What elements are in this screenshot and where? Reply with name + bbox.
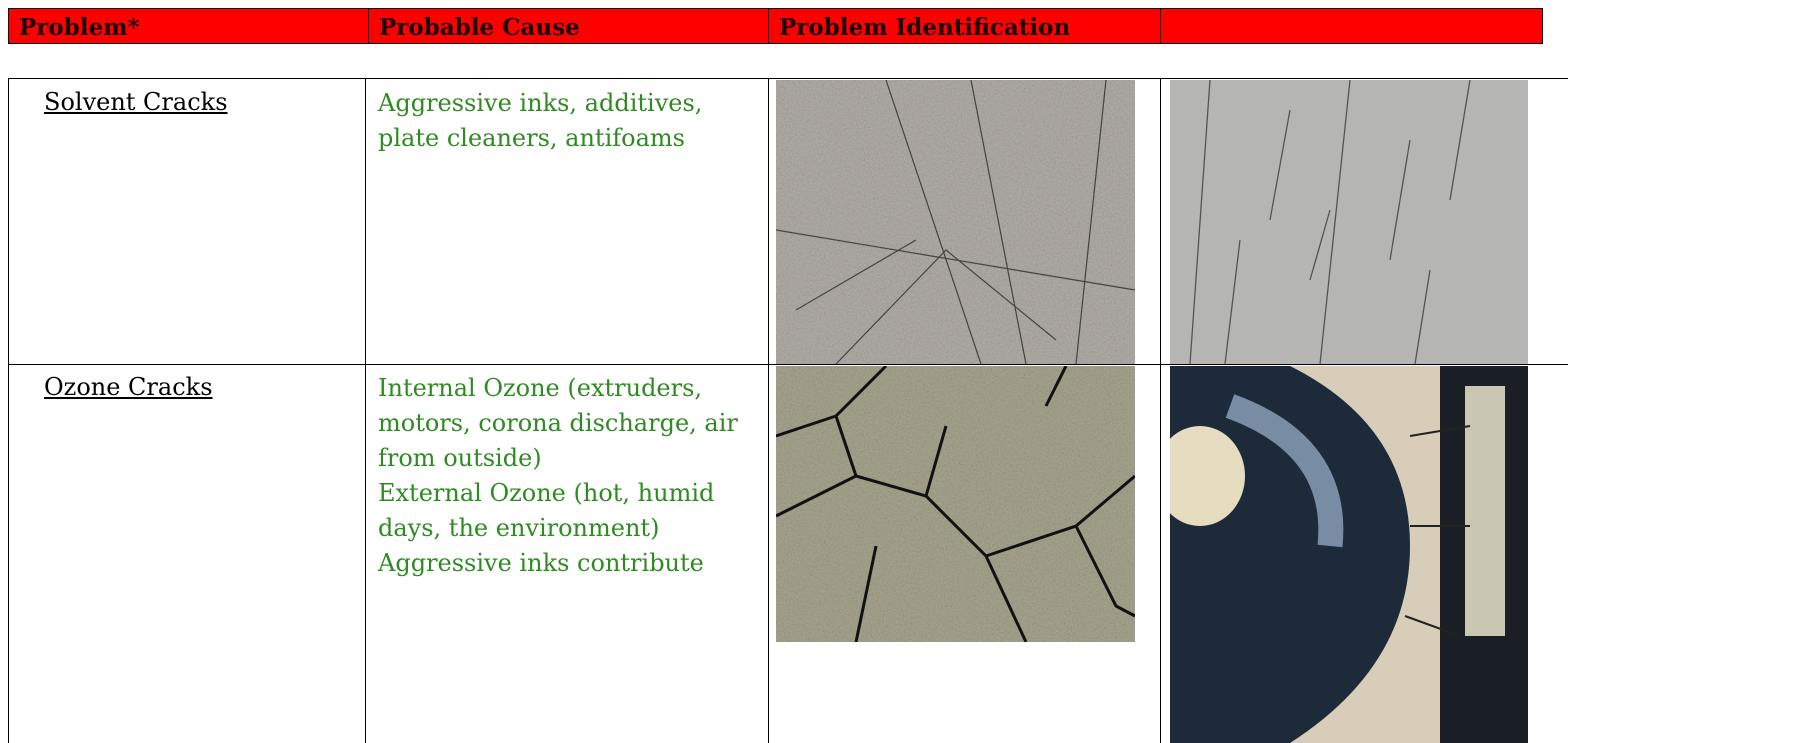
col-border	[768, 78, 769, 743]
cause-line: Aggressive inks, additives,	[378, 89, 703, 117]
problem-name: Solvent Cracks	[44, 88, 228, 116]
header-cell: Probable Cause	[369, 9, 769, 43]
header-cell: Problem Identification	[769, 9, 1161, 43]
photo-solvent-cracks-1	[776, 80, 1135, 364]
problem-name: Ozone Cracks	[44, 373, 213, 401]
cause-line: from outside)	[378, 444, 542, 472]
photo-ozone-cracks-2	[1170, 366, 1528, 743]
header-cell	[1161, 9, 1542, 43]
cause-line: External Ozone (hot, humid	[378, 479, 715, 507]
photo-ozone-cracks-1	[776, 366, 1135, 642]
cause-line: Aggressive inks contribute	[378, 549, 704, 577]
col-border	[1160, 78, 1161, 743]
cause-text: Aggressive inks, additives, plate cleane…	[378, 86, 702, 156]
cause-line: motors, corona discharge, air	[378, 409, 738, 437]
cause-line: days, the environment)	[378, 514, 660, 542]
cause-line: Internal Ozone (extruders,	[378, 374, 703, 402]
cause-line: plate cleaners, antifoams	[378, 124, 685, 152]
photo-solvent-cracks-2	[1170, 80, 1528, 364]
col-border	[365, 78, 366, 743]
row-border	[8, 364, 1568, 365]
cause-text: Internal Ozone (extruders, motors, coron…	[378, 371, 738, 581]
table-border	[8, 78, 9, 743]
table-border	[8, 78, 1568, 79]
header-row: Problem* Probable Cause Problem Identifi…	[8, 8, 1543, 44]
header-cell: Problem*	[9, 9, 369, 43]
